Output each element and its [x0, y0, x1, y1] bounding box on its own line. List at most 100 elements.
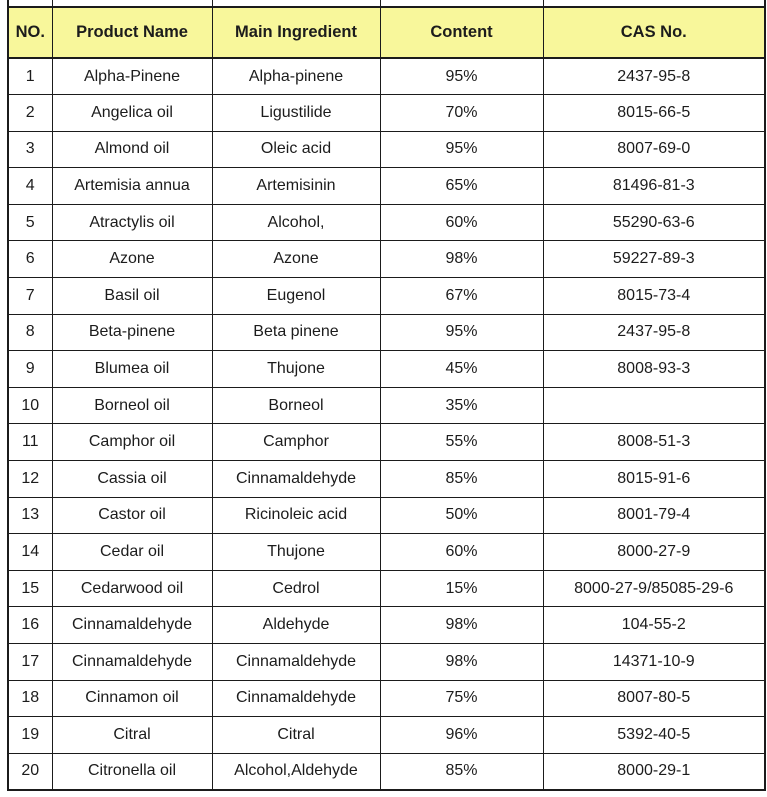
cell-content: 45% — [379, 350, 544, 388]
cell-product-name: Citronella oil — [51, 752, 213, 791]
table-row: 19 Citral Citral 96% 5392-40-5 — [7, 716, 766, 754]
cell-cas-no: 104-55-2 — [542, 606, 766, 644]
table-row: 12 Cassia oil Cinnamaldehyde 85% 8015-91… — [7, 460, 766, 498]
cell-cas-no: 8000-27-9 — [542, 533, 766, 571]
cropped-cell — [7, 0, 53, 8]
cell-main-ingredient: Thujone — [211, 533, 381, 571]
cell-main-ingredient: Ricinoleic acid — [211, 496, 381, 535]
cell-cas-no — [542, 386, 766, 425]
cell-cas-no: 81496-81-3 — [542, 167, 766, 205]
cell-product-name: Azone — [51, 240, 213, 279]
cell-cas-no: 8008-51-3 — [542, 423, 766, 462]
cell-product-name: Basil oil — [51, 277, 213, 315]
cell-content: 67% — [379, 277, 544, 315]
cell-cas-no: 5392-40-5 — [542, 716, 766, 754]
cell-cas-no: 8001-79-4 — [542, 496, 766, 535]
cell-main-ingredient: Aldehyde — [211, 606, 381, 644]
cell-cas-no: 8015-73-4 — [542, 277, 766, 315]
cell-product-name: Artemisia annua — [51, 167, 213, 205]
table-row: 3 Almond oil Oleic acid 95% 8007-69-0 — [7, 130, 766, 169]
cropped-cell — [211, 0, 381, 8]
cell-main-ingredient: Artemisinin — [211, 167, 381, 205]
cell-cas-no: 2437-95-8 — [542, 313, 766, 352]
cell-main-ingredient: Cedrol — [211, 569, 381, 608]
cell-main-ingredient: Citral — [211, 716, 381, 754]
cell-no: 19 — [7, 716, 53, 754]
cell-product-name: Almond oil — [51, 130, 213, 169]
cell-main-ingredient: Cinnamaldehyde — [211, 679, 381, 718]
table-row: 5 Atractylis oil Alcohol, 60% 55290-63-6 — [7, 203, 766, 242]
cell-cas-no: 2437-95-8 — [542, 57, 766, 96]
table-row: 6 Azone Azone 98% 59227-89-3 — [7, 240, 766, 279]
cropped-cell — [51, 0, 213, 8]
product-spec-table: NO. Product Name Main Ingredient Content… — [7, 0, 766, 791]
cell-product-name: Blumea oil — [51, 350, 213, 388]
cell-product-name: Cinnamaldehyde — [51, 643, 213, 681]
cell-product-name: Cassia oil — [51, 460, 213, 498]
cell-content: 75% — [379, 679, 544, 718]
cell-product-name: Cedar oil — [51, 533, 213, 571]
cell-no: 12 — [7, 460, 53, 498]
cell-no: 14 — [7, 533, 53, 571]
cell-no: 1 — [7, 57, 53, 96]
table-row: 11 Camphor oil Camphor 55% 8008-51-3 — [7, 423, 766, 462]
cell-product-name: Beta-pinene — [51, 313, 213, 352]
cell-content: 65% — [379, 167, 544, 205]
cell-product-name: Cinnamon oil — [51, 679, 213, 718]
column-header-cas-no: CAS No. — [542, 6, 766, 59]
column-header-product-name: Product Name — [51, 6, 213, 59]
cell-no: 7 — [7, 277, 53, 315]
cell-content: 15% — [379, 569, 544, 608]
cell-cas-no: 8015-66-5 — [542, 94, 766, 132]
cell-content: 60% — [379, 533, 544, 571]
cell-no: 17 — [7, 643, 53, 681]
table-row: 14 Cedar oil Thujone 60% 8000-27-9 — [7, 533, 766, 571]
cell-no: 5 — [7, 203, 53, 242]
table-row: 10 Borneol oil Borneol 35% — [7, 386, 766, 425]
table-row: 7 Basil oil Eugenol 67% 8015-73-4 — [7, 277, 766, 315]
cell-content: 35% — [379, 386, 544, 425]
cell-content: 95% — [379, 57, 544, 96]
table-row: 1 Alpha-Pinene Alpha-pinene 95% 2437-95-… — [7, 57, 766, 96]
cell-product-name: Borneol oil — [51, 386, 213, 425]
cell-content: 95% — [379, 130, 544, 169]
cell-main-ingredient: Thujone — [211, 350, 381, 388]
cell-no: 2 — [7, 94, 53, 132]
cell-product-name: Camphor oil — [51, 423, 213, 462]
table-row: 8 Beta-pinene Beta pinene 95% 2437-95-8 — [7, 313, 766, 352]
cell-main-ingredient: Oleic acid — [211, 130, 381, 169]
table-row: 16 Cinnamaldehyde Aldehyde 98% 104-55-2 — [7, 606, 766, 644]
cell-main-ingredient: Camphor — [211, 423, 381, 462]
cell-cas-no: 8007-69-0 — [542, 130, 766, 169]
table-row: 15 Cedarwood oil Cedrol 15% 8000-27-9/85… — [7, 569, 766, 608]
cell-content: 60% — [379, 203, 544, 242]
cell-product-name: Cinnamaldehyde — [51, 606, 213, 644]
cell-cas-no: 59227-89-3 — [542, 240, 766, 279]
cell-cas-no: 14371-10-9 — [542, 643, 766, 681]
cell-product-name: Alpha-Pinene — [51, 57, 213, 96]
cell-no: 3 — [7, 130, 53, 169]
cell-no: 11 — [7, 423, 53, 462]
cell-no: 20 — [7, 752, 53, 791]
cell-cas-no: 55290-63-6 — [542, 203, 766, 242]
cell-product-name: Angelica oil — [51, 94, 213, 132]
cell-content: 85% — [379, 752, 544, 791]
column-header-main-ingredient: Main Ingredient — [211, 6, 381, 59]
cell-no: 4 — [7, 167, 53, 205]
cell-content: 96% — [379, 716, 544, 754]
cell-main-ingredient: Ligustilide — [211, 94, 381, 132]
cropped-row-sliver — [7, 0, 766, 8]
cell-content: 85% — [379, 460, 544, 498]
cell-content: 98% — [379, 240, 544, 279]
cell-content: 98% — [379, 643, 544, 681]
table-row: 2 Angelica oil Ligustilide 70% 8015-66-5 — [7, 94, 766, 132]
table-row: 13 Castor oil Ricinoleic acid 50% 8001-7… — [7, 496, 766, 535]
cell-no: 10 — [7, 386, 53, 425]
cell-product-name: Castor oil — [51, 496, 213, 535]
cell-main-ingredient: Cinnamaldehyde — [211, 460, 381, 498]
cell-no: 18 — [7, 679, 53, 718]
cell-no: 13 — [7, 496, 53, 535]
cell-no: 9 — [7, 350, 53, 388]
cell-main-ingredient: Borneol — [211, 386, 381, 425]
product-table: NO. Product Name Main Ingredient Content… — [7, 0, 766, 791]
